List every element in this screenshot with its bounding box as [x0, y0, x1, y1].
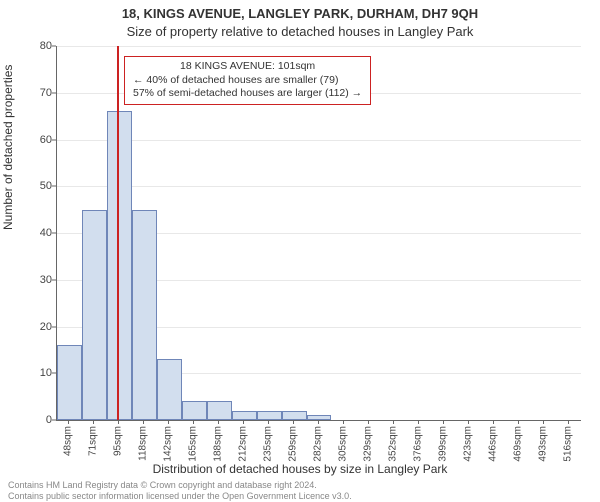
histogram-bar	[82, 210, 107, 420]
x-tick-mark	[268, 420, 269, 424]
chart-container: 18, KINGS AVENUE, LANGLEY PARK, DURHAM, …	[0, 0, 600, 500]
y-tick-label: 50	[12, 180, 52, 192]
y-tick-label: 70	[12, 87, 52, 99]
x-tick-label: 446sqm	[487, 426, 498, 462]
x-tick-mark	[343, 420, 344, 424]
x-tick-mark	[143, 420, 144, 424]
x-tick-label: 118sqm	[138, 426, 149, 461]
histogram-bar	[157, 359, 182, 420]
x-tick-mark	[293, 420, 294, 424]
histogram-bar	[257, 411, 282, 420]
x-tick-label: 71sqm	[88, 426, 99, 456]
x-tick-label: 48sqm	[63, 426, 74, 456]
x-tick-mark	[518, 420, 519, 424]
x-tick-label: 469sqm	[512, 426, 523, 462]
x-tick-mark	[568, 420, 569, 424]
y-tick-mark	[52, 420, 56, 421]
x-tick-label: 235sqm	[263, 426, 274, 462]
y-tick-mark	[52, 373, 56, 374]
x-tick-label: 95sqm	[113, 426, 124, 456]
x-axis-label: Distribution of detached houses by size …	[0, 462, 600, 476]
x-tick-mark	[193, 420, 194, 424]
x-tick-mark	[318, 420, 319, 424]
x-tick-mark	[493, 420, 494, 424]
histogram-bar	[207, 401, 232, 420]
y-tick-label: 20	[12, 321, 52, 333]
x-tick-mark	[368, 420, 369, 424]
y-tick-label: 10	[12, 367, 52, 379]
histogram-bar	[57, 345, 82, 420]
annotation-line3: 57% of semi-detached houses are larger (…	[133, 87, 362, 101]
chart-title-desc: Size of property relative to detached ho…	[0, 24, 600, 39]
gridline	[57, 186, 581, 187]
x-tick-mark	[543, 420, 544, 424]
x-tick-label: 493sqm	[537, 426, 548, 462]
y-tick-label: 40	[12, 227, 52, 239]
footer-attribution: Contains HM Land Registry data © Crown c…	[8, 480, 352, 502]
x-tick-mark	[93, 420, 94, 424]
y-tick-mark	[52, 139, 56, 140]
x-tick-label: 259sqm	[288, 426, 299, 462]
x-tick-mark	[418, 420, 419, 424]
histogram-bar	[282, 411, 307, 420]
chart-title-address: 18, KINGS AVENUE, LANGLEY PARK, DURHAM, …	[0, 6, 600, 21]
x-tick-label: 352sqm	[387, 426, 398, 462]
x-tick-mark	[118, 420, 119, 424]
x-tick-label: 329sqm	[362, 426, 373, 462]
x-tick-label: 142sqm	[163, 426, 174, 462]
y-tick-mark	[52, 326, 56, 327]
x-tick-mark	[168, 420, 169, 424]
x-tick-mark	[443, 420, 444, 424]
x-tick-mark	[68, 420, 69, 424]
x-tick-mark	[393, 420, 394, 424]
y-tick-mark	[52, 233, 56, 234]
x-tick-label: 212sqm	[238, 426, 249, 462]
x-tick-mark	[218, 420, 219, 424]
x-tick-label: 399sqm	[437, 426, 448, 462]
annotation-box: 18 KINGS AVENUE: 101sqm ← 40% of detache…	[124, 56, 371, 105]
x-tick-label: 282sqm	[313, 426, 324, 462]
x-tick-mark	[468, 420, 469, 424]
y-tick-mark	[52, 186, 56, 187]
y-tick-mark	[52, 46, 56, 47]
y-tick-label: 60	[12, 134, 52, 146]
footer-line1: Contains HM Land Registry data © Crown c…	[8, 480, 352, 491]
x-tick-label: 423sqm	[462, 426, 473, 462]
histogram-bar	[232, 411, 257, 420]
x-tick-label: 376sqm	[412, 426, 423, 462]
gridline	[57, 140, 581, 141]
x-tick-label: 188sqm	[213, 426, 224, 462]
x-tick-mark	[243, 420, 244, 424]
gridline	[57, 46, 581, 47]
y-tick-mark	[52, 92, 56, 93]
y-tick-label: 0	[12, 414, 52, 426]
x-tick-label: 165sqm	[188, 426, 199, 462]
histogram-bar	[132, 210, 157, 420]
y-tick-label: 30	[12, 274, 52, 286]
x-tick-label: 305sqm	[337, 426, 348, 462]
x-tick-label: 516sqm	[562, 426, 573, 462]
annotation-line1: 18 KINGS AVENUE: 101sqm	[133, 60, 362, 74]
property-marker-line	[117, 46, 119, 420]
histogram-bar	[182, 401, 207, 420]
y-tick-mark	[52, 279, 56, 280]
annotation-line2: ← 40% of detached houses are smaller (79…	[133, 74, 362, 88]
y-tick-label: 80	[12, 40, 52, 52]
